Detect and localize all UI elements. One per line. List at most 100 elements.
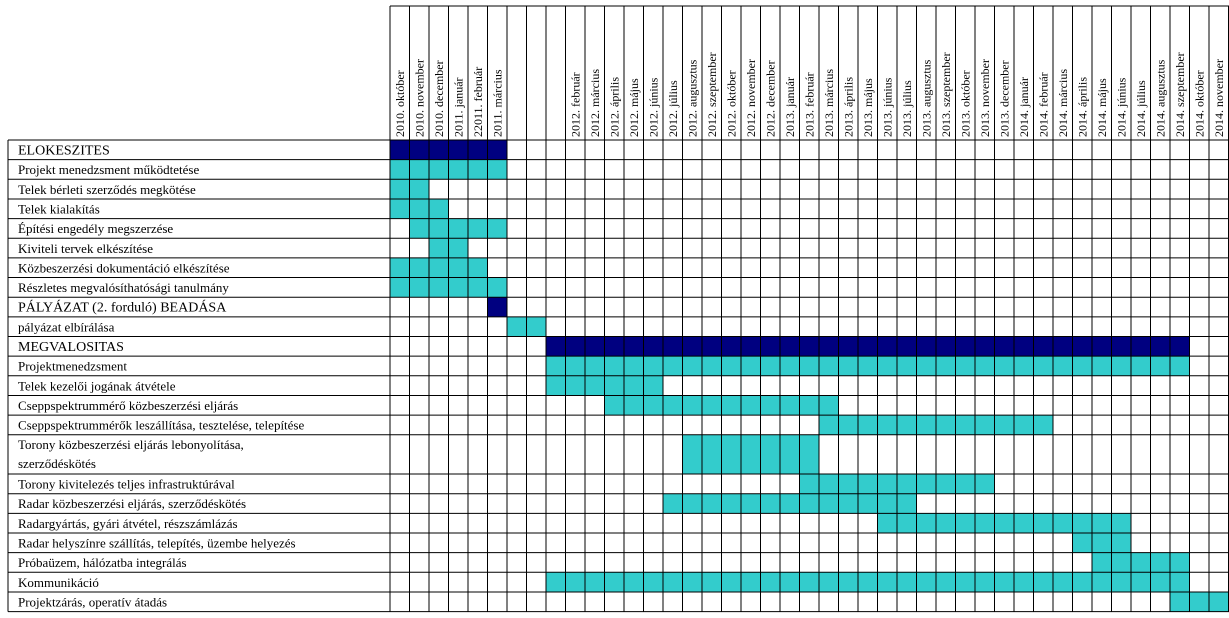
task-bar-cell — [702, 493, 722, 514]
phase-bar-cell — [975, 336, 995, 357]
task-bar-cell — [721, 356, 741, 376]
task-bar-cell — [565, 356, 585, 376]
phase-label: MEGVALOSITAS — [18, 340, 124, 355]
task-label: Radar helyszínre szállítás, telepítés, ü… — [18, 536, 296, 551]
task-label: Közbeszerzési dokumentáció elkészítése — [18, 260, 230, 275]
task-bar-cell — [604, 356, 624, 376]
task-bar-cell — [936, 572, 956, 592]
task-bar-cell — [429, 277, 449, 298]
task-label: Cseppspektrummérő közbeszerzési eljárás — [18, 398, 238, 413]
task-bar-cell — [760, 493, 780, 514]
phase-bar-cell — [390, 140, 410, 160]
task-bar-cell — [1033, 513, 1053, 533]
task-bar-cell — [448, 257, 468, 278]
task-bar-cell — [624, 356, 644, 376]
task-bar-cell — [468, 277, 488, 298]
task-bar-cell — [643, 395, 663, 416]
task-bar-cell — [1170, 591, 1190, 612]
task-label: Projekt menedzsment működtetése — [18, 162, 199, 177]
phase-bar-cell — [936, 336, 956, 357]
task-bar-cell — [1111, 552, 1131, 573]
task-bar-cell — [409, 179, 429, 199]
phase-bar-cell — [1170, 336, 1190, 357]
task-bar-cell — [838, 415, 858, 435]
task-bar-cell — [1189, 591, 1209, 612]
task-bar-cell — [877, 572, 897, 592]
month-header-label: 2010. november — [413, 59, 427, 137]
task-bar-cell — [760, 356, 780, 376]
phase-bar-cell — [1092, 336, 1112, 357]
task-bar-cell — [916, 513, 936, 533]
task-bar-cell — [429, 218, 449, 239]
task-bar-cell — [429, 198, 449, 219]
phase-bar-cell — [1111, 336, 1131, 357]
task-bar-cell — [604, 395, 624, 416]
task-bar-cell — [721, 493, 741, 514]
task-bar-cell — [936, 474, 956, 494]
task-label: Projektzárás, operatív átadás — [18, 594, 167, 609]
task-bar-cell — [877, 493, 897, 514]
task-bar-cell — [955, 474, 975, 494]
task-bar-cell — [1111, 513, 1131, 533]
phase-bar-cell — [799, 336, 819, 357]
month-header-label: 2014. május — [1095, 78, 1109, 137]
task-label: Torony kivitelezés teljes infrastruktúrá… — [18, 477, 235, 492]
task-bar-cell — [1150, 356, 1170, 376]
task-bar-cell — [838, 493, 858, 514]
task-bar-cell — [1053, 513, 1073, 533]
task-bar-cell — [1111, 356, 1131, 376]
task-bar-cell — [1170, 356, 1190, 376]
month-header-label: 2012. április — [608, 77, 622, 137]
task-bar-cell — [409, 257, 429, 278]
phase-bar-cell — [741, 336, 761, 357]
task-label: Részletes megvalósíthatósági tanulmány — [18, 280, 229, 295]
task-bar-cell — [1150, 572, 1170, 592]
phase-bar-cell — [409, 140, 429, 160]
task-bar-cell — [1092, 533, 1112, 553]
task-bar-cell — [994, 415, 1014, 435]
task-bar-cell — [819, 356, 839, 376]
task-bar-cell — [975, 513, 995, 533]
task-bar-cell — [780, 572, 800, 592]
month-header-label: 2012. március — [588, 69, 602, 137]
task-bar-cell — [721, 395, 741, 416]
phase-bar-cell — [546, 336, 566, 357]
task-bar-cell — [916, 356, 936, 376]
phase-bar-cell — [624, 336, 644, 357]
task-bar-cell — [994, 572, 1014, 592]
phase-bar-cell — [780, 336, 800, 357]
month-header-label: 2012. november — [744, 59, 758, 137]
task-bar-cell — [721, 434, 741, 475]
month-header-label: 2013. szeptember — [939, 52, 953, 137]
task-bar-cell — [975, 474, 995, 494]
month-header-label: 2013. február — [803, 72, 817, 137]
task-bar-cell — [721, 572, 741, 592]
task-bar-cell — [799, 572, 819, 592]
month-header-label: 2014. augusztus — [1154, 59, 1168, 137]
month-header-label: 2011. január — [452, 77, 466, 137]
month-header-label: 2012. július — [666, 80, 680, 137]
task-bar-cell — [546, 356, 566, 376]
task-bar-cell — [799, 493, 819, 514]
task-bar-cell — [624, 375, 644, 396]
task-bar-cell — [448, 218, 468, 239]
month-header-label: 2012. december — [764, 60, 778, 137]
phase-bar-cell — [897, 336, 917, 357]
month-header-label: 2014. március — [1056, 69, 1070, 137]
task-bar-cell — [487, 218, 507, 239]
task-bar-cell — [916, 572, 936, 592]
month-header-label: 2014. november — [1212, 59, 1226, 137]
month-header-label: 2011. március — [491, 69, 505, 137]
task-bar-cell — [604, 375, 624, 396]
task-bar-cell — [1092, 552, 1112, 573]
task-bar-cell — [916, 415, 936, 435]
task-bar-cell — [819, 474, 839, 494]
month-header-label: 2013. április — [842, 77, 856, 137]
task-bar-cell — [780, 356, 800, 376]
task-bar-cell — [936, 356, 956, 376]
month-header-label: 2013. augusztus — [920, 59, 934, 137]
phase-bar-cell — [663, 336, 683, 357]
phase-bar-cell — [721, 336, 741, 357]
phase-bar-cell — [682, 336, 702, 357]
